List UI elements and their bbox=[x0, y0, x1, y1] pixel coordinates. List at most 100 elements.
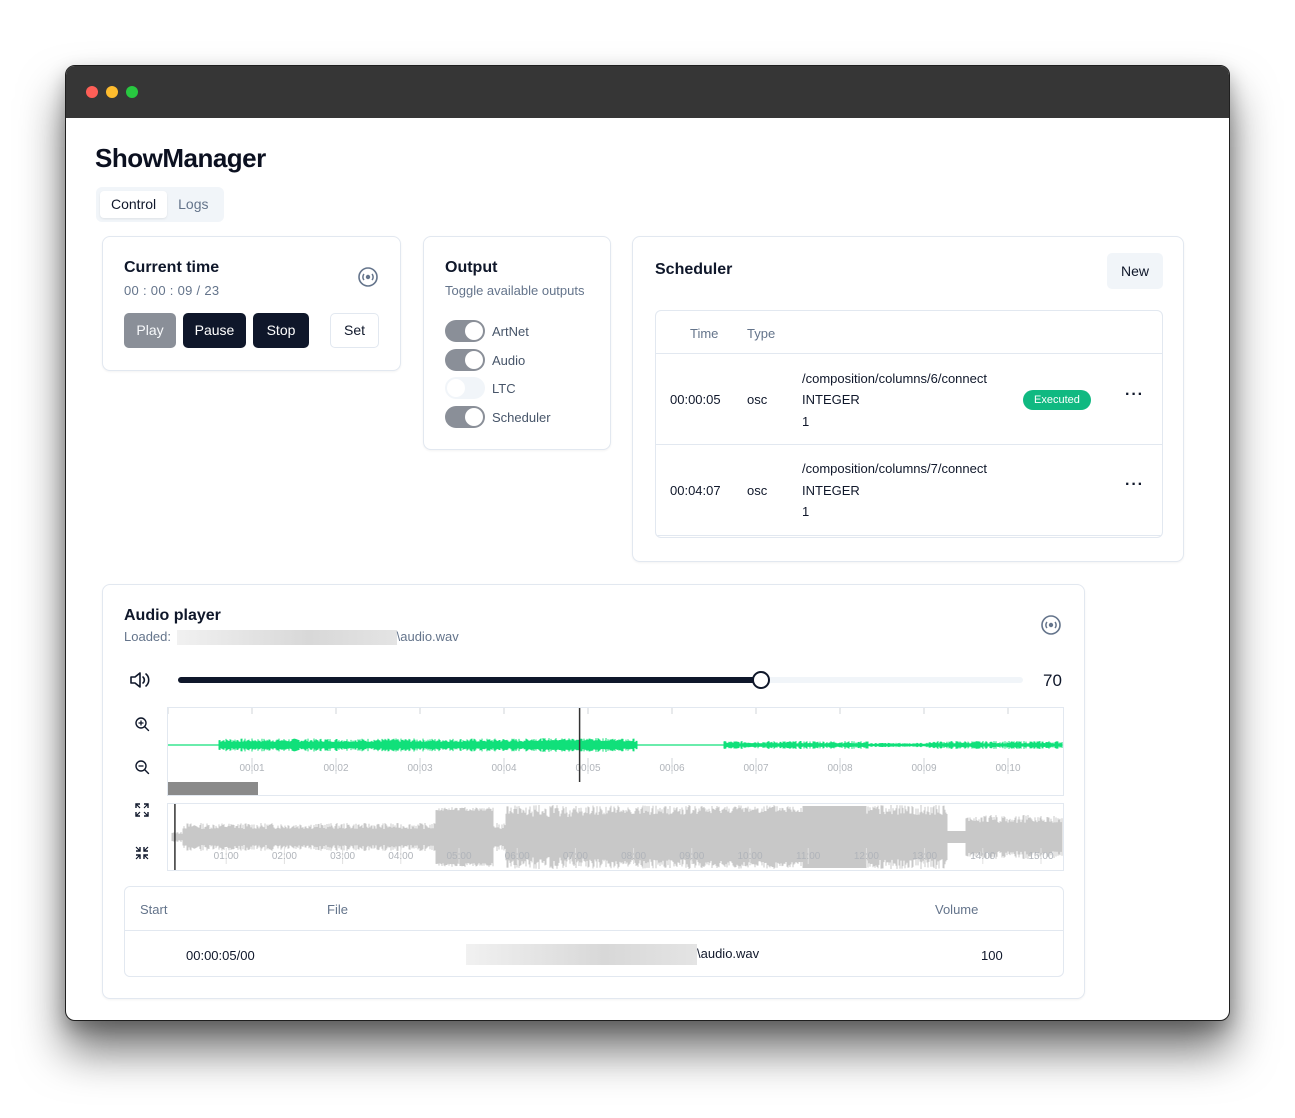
overview-tick-label: 03:00 bbox=[330, 851, 355, 862]
loaded-prefix: Loaded: bbox=[124, 629, 171, 644]
cue-file-name: \audio.wav bbox=[697, 945, 760, 961]
cue-file: \audio.wav bbox=[466, 944, 759, 965]
current-time-title: Current time bbox=[124, 259, 220, 276]
volume-icon[interactable] bbox=[129, 671, 151, 689]
scheduler-title: Scheduler bbox=[655, 261, 733, 278]
new-schedule-button[interactable]: New bbox=[1107, 253, 1163, 289]
row-value: 1 bbox=[802, 504, 810, 519]
zoom-scrollbar-thumb bbox=[168, 782, 258, 795]
overview-tick-label: 09:00 bbox=[679, 851, 704, 862]
window-titlebar bbox=[66, 66, 1229, 118]
set-button[interactable]: Set bbox=[330, 313, 379, 348]
audio-toggle-label: Audio bbox=[492, 352, 526, 368]
table-row[interactable]: 00:00:05/00 \audio.wav 100 bbox=[125, 930, 1063, 977]
waveform-overview[interactable]: 01:00 02:00 03:00 04:00 05:00 06:00 07:00 08:00… bbox=[167, 803, 1064, 871]
overview-tick-label: 02:00 bbox=[272, 851, 297, 862]
tab-logs[interactable]: Logs bbox=[178, 196, 209, 212]
zoom-tick-label: 00:04 bbox=[491, 763, 516, 774]
toggle-row-ltc: LTC bbox=[445, 377, 516, 399]
current-time-card: Current time 00 : 00 : 09 / 23 Play Paus… bbox=[102, 236, 401, 371]
column-header-time: Time bbox=[690, 326, 719, 341]
minimize-window-button[interactable] bbox=[106, 86, 118, 98]
table-row-divider bbox=[656, 535, 1162, 537]
pause-button[interactable]: Pause bbox=[183, 313, 246, 348]
broadcast-icon[interactable] bbox=[1040, 614, 1062, 636]
overview-tick-label: 15:00 bbox=[1028, 851, 1053, 862]
toggle-row-artnet: ArtNet bbox=[445, 320, 529, 342]
zoom-tick-label: 00:08 bbox=[827, 763, 852, 774]
row-datatype: INTEGER bbox=[802, 392, 860, 407]
collapse-icon[interactable] bbox=[135, 846, 149, 860]
overview-tick-label: 12:00 bbox=[854, 851, 879, 862]
zoom-tick-label: 00:10 bbox=[995, 763, 1020, 774]
app-content: ShowManager Control Logs Current time 00… bbox=[66, 118, 1229, 1020]
waveform-zoom-svg: 00:01 00:02 00:03 00:04 00:05 00:06 00:07 00:08… bbox=[168, 708, 1063, 795]
stop-button[interactable]: Stop bbox=[253, 313, 309, 348]
scheduler-table: Time Type 00:00:05 osc /composition/colu… bbox=[655, 310, 1163, 538]
loaded-file-name: \audio.wav bbox=[396, 629, 459, 644]
audio-player-title: Audio player bbox=[124, 607, 221, 624]
volume-slider[interactable] bbox=[178, 671, 1023, 689]
row-time: 00:04:07 bbox=[670, 483, 721, 498]
overview-tick-label: 01:00 bbox=[214, 851, 239, 862]
table-row[interactable]: 00:00:05 osc /composition/columns/6/conn… bbox=[656, 353, 1162, 444]
overview-tick-label: 13:00 bbox=[912, 851, 937, 862]
tab-list: Control Logs bbox=[96, 187, 224, 222]
overview-waveform bbox=[171, 805, 1063, 869]
scheduler-toggle-label: Scheduler bbox=[492, 409, 551, 425]
scheduler-toggle[interactable] bbox=[445, 406, 485, 428]
waveform-overview-svg: 01:00 02:00 03:00 04:00 05:00 06:00 07:00 08:00… bbox=[171, 804, 1063, 870]
column-header-start: Start bbox=[140, 902, 168, 917]
artnet-toggle[interactable] bbox=[445, 320, 485, 342]
redacted-path bbox=[176, 630, 397, 646]
volume-slider-thumb[interactable] bbox=[752, 671, 771, 689]
output-subtitle: Toggle available outputs bbox=[445, 283, 585, 298]
row-address: /composition/columns/7/connect bbox=[802, 461, 987, 476]
output-title: Output bbox=[445, 259, 498, 276]
row-menu-button[interactable]: ··· bbox=[1125, 476, 1144, 493]
row-address: /composition/columns/6/connect bbox=[802, 371, 987, 386]
ltc-toggle-label: LTC bbox=[492, 380, 516, 396]
row-datatype: INTEGER bbox=[802, 483, 860, 498]
scheduler-card: Scheduler New Time Type 00:00:05 osc /co… bbox=[632, 236, 1184, 562]
expand-icon[interactable] bbox=[135, 803, 149, 817]
play-button[interactable]: Play bbox=[124, 313, 176, 348]
toggle-row-scheduler: Scheduler bbox=[445, 406, 551, 428]
overview-tick-label: 06:00 bbox=[505, 851, 530, 862]
row-type: osc bbox=[747, 392, 768, 407]
zoom-tick-label: 00:05 bbox=[575, 763, 600, 774]
zoom-tick-label: 00:09 bbox=[911, 763, 936, 774]
maximize-window-button[interactable] bbox=[126, 86, 138, 98]
waveform-zoom-view[interactable]: 00:01 00:02 00:03 00:04 00:05 00:06 00:07 00:08… bbox=[167, 707, 1064, 796]
overview-tick-label: 05:00 bbox=[446, 851, 471, 862]
zoom-tick-label: 00:03 bbox=[407, 763, 432, 774]
table-row[interactable]: 00:04:07 osc /composition/columns/7/conn… bbox=[656, 444, 1162, 535]
column-header-type: Type bbox=[747, 326, 776, 341]
row-time: 00:00:05 bbox=[670, 392, 721, 407]
close-window-button[interactable] bbox=[86, 86, 98, 98]
zoom-out-icon[interactable] bbox=[134, 759, 150, 775]
column-header-volume: Volume bbox=[935, 902, 979, 917]
zoom-tick-label: 00:01 bbox=[239, 763, 264, 774]
audio-toggle[interactable] bbox=[445, 349, 485, 371]
row-value: 1 bbox=[802, 414, 810, 429]
overview-tick-label: 14:00 bbox=[970, 851, 995, 862]
cue-start: 00:00:05/00 bbox=[186, 948, 255, 963]
ltc-toggle[interactable] bbox=[445, 377, 485, 399]
overview-tick-label: 10:00 bbox=[737, 851, 762, 862]
output-card: Output Toggle available outputs ArtNet A… bbox=[423, 236, 611, 450]
loaded-file-line: Loaded: \audio.wav bbox=[124, 629, 459, 646]
app-window: ShowManager Control Logs Current time 00… bbox=[65, 65, 1230, 1021]
tab-control[interactable]: Control bbox=[100, 191, 168, 218]
toggle-row-audio: Audio bbox=[445, 349, 525, 371]
overview-tick-label: 07:00 bbox=[563, 851, 588, 862]
broadcast-icon[interactable] bbox=[357, 266, 379, 288]
row-menu-button[interactable]: ··· bbox=[1125, 386, 1144, 403]
cue-volume: 100 bbox=[981, 948, 1003, 963]
zoom-in-icon[interactable] bbox=[134, 716, 150, 732]
status-badge: Executed bbox=[1023, 390, 1091, 410]
overview-tick-label: 08:00 bbox=[621, 851, 646, 862]
row-type: osc bbox=[747, 483, 768, 498]
audio-player-card: Audio player Loaded: \audio.wav 7 bbox=[102, 584, 1085, 999]
artnet-toggle-label: ArtNet bbox=[492, 323, 529, 339]
